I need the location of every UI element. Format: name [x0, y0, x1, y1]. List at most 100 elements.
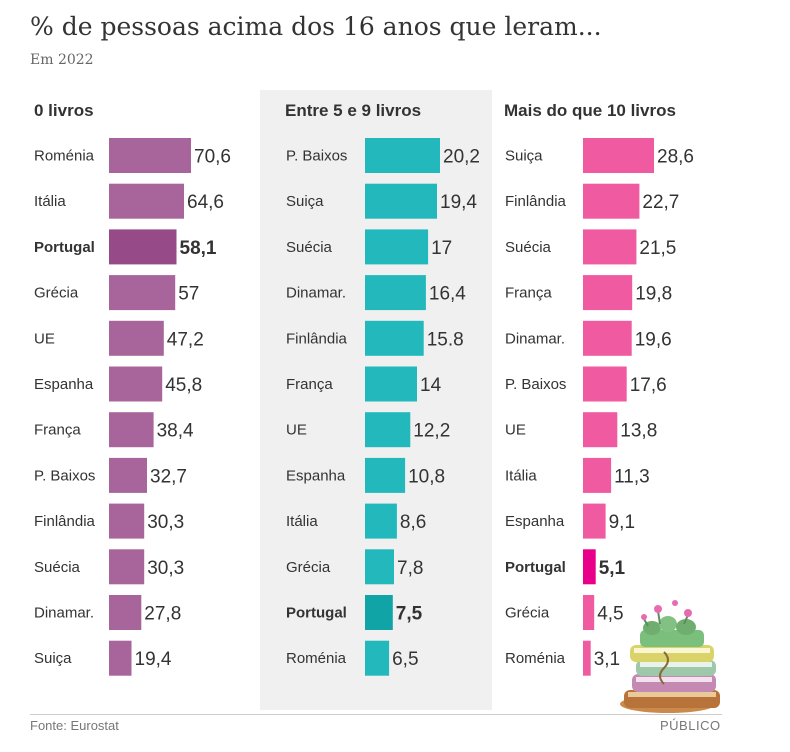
value-label-0-livros: 64,6: [187, 192, 224, 213]
category-label-10-livros: Suécia: [505, 239, 552, 256]
publisher-logo: PÚBLICO: [660, 718, 721, 733]
category-label-10-livros: Roménia: [505, 650, 566, 667]
value-label-5-9-livros: 7,8: [397, 558, 423, 579]
category-label-10-livros: Portugal: [505, 559, 566, 576]
bar-5-9-livros: [365, 366, 417, 402]
value-label-10-livros: 19,8: [635, 284, 672, 305]
value-label-10-livros: 17,6: [630, 375, 667, 396]
category-label-10-livros: Suiça: [505, 148, 543, 165]
bar-5-9-livros: [365, 595, 393, 630]
bar-10-livros: [583, 457, 612, 493]
value-label-10-livros: 4,5: [597, 604, 623, 625]
bar-5-9-livros: [365, 457, 406, 493]
value-label-0-livros: 47,2: [167, 329, 204, 350]
value-label-0-livros: 57: [178, 284, 199, 305]
bar-10-livros: [583, 138, 654, 173]
category-label-0-livros: Grécia: [34, 285, 79, 302]
bar-10-livros: [583, 412, 618, 448]
value-label-5-9-livros: 20,2: [443, 147, 480, 168]
category-label-10-livros: Dinamar.: [505, 330, 565, 347]
category-label-0-livros: Roménia: [34, 148, 95, 165]
chart-title: % de pessoas acima dos 16 anos que leram…: [30, 12, 602, 41]
category-label-0-livros: Finlândia: [34, 513, 96, 530]
value-label-0-livros: 45,8: [165, 375, 202, 396]
bar-0-livros: [109, 275, 176, 311]
bar-5-9-livros: [365, 412, 411, 448]
value-label-5-9-livros: 10,8: [408, 466, 445, 487]
category-label-0-livros: Suécia: [34, 559, 81, 576]
category-label-0-livros: Dinamar.: [34, 605, 94, 622]
value-label-10-livros: 19,6: [635, 329, 672, 350]
bar-0-livros: [109, 412, 154, 448]
value-label-5-9-livros: 8,6: [400, 512, 426, 533]
value-label-0-livros: 30,3: [147, 512, 184, 533]
category-label-0-livros: Suiça: [34, 650, 72, 667]
bar-5-9-livros: [365, 503, 397, 539]
category-label-10-livros: Espanha: [505, 513, 565, 530]
bar-5-9-livros: [365, 138, 440, 173]
bar-5-9-livros: [365, 320, 424, 356]
value-label-5-9-livros: 17: [431, 238, 452, 259]
bar-10-livros: [583, 595, 595, 630]
category-label-0-livros: P. Baixos: [34, 467, 95, 484]
chart-subtitle: Em 2022: [30, 52, 94, 68]
bar-10-livros: [583, 640, 591, 676]
source-note: Fonte: Eurostat: [30, 718, 119, 733]
bar-0-livros: [109, 366, 163, 402]
bar-5-9-livros: [365, 549, 394, 585]
bar-5-9-livros: [365, 640, 390, 676]
category-label-5-9-livros: Dinamar.: [286, 285, 346, 302]
category-label-0-livros: Espanha: [34, 376, 94, 393]
category-label-0-livros: França: [34, 422, 81, 439]
category-label-5-9-livros: Itália: [286, 513, 318, 530]
panel-title-10-livros: Mais do que 10 livros: [504, 101, 676, 120]
value-label-0-livros: 30,3: [147, 558, 184, 579]
category-label-5-9-livros: Finlândia: [286, 330, 348, 347]
bar-0-livros: [109, 320, 164, 356]
value-label-0-livros: 32,7: [150, 466, 187, 487]
bar-0-livros: [109, 595, 142, 630]
value-label-10-livros: 21,5: [639, 238, 676, 259]
bar-10-livros: [583, 549, 596, 585]
bar-0-livros: [109, 503, 145, 539]
bar-5-9-livros: [365, 183, 437, 219]
category-label-10-livros: UE: [505, 422, 526, 439]
value-label-0-livros: 38,4: [157, 421, 194, 442]
bar-5-9-livros: [365, 229, 429, 265]
category-label-5-9-livros: Espanha: [286, 467, 346, 484]
category-label-5-9-livros: Roménia: [286, 650, 347, 667]
value-label-0-livros: 27,8: [144, 604, 181, 625]
bar-5-9-livros: [365, 275, 426, 311]
category-label-0-livros: UE: [34, 330, 55, 347]
value-label-10-livros: 5,1: [599, 558, 626, 579]
panel-title-5-9-livros: Entre 5 e 9 livros: [285, 101, 422, 120]
bar-10-livros: [583, 366, 627, 402]
category-label-10-livros: Finlândia: [505, 193, 567, 210]
bar-10-livros: [583, 320, 632, 356]
value-label-10-livros: 3,1: [594, 649, 620, 670]
bar-10-livros: [583, 503, 606, 539]
bar-10-livros: [583, 275, 633, 311]
bar-0-livros: [109, 457, 147, 493]
value-label-5-9-livros: 15.8: [427, 329, 464, 350]
value-label-10-livros: 9,1: [609, 512, 635, 533]
bar-0-livros: [109, 640, 132, 676]
bar-10-livros: [583, 229, 637, 265]
category-label-10-livros: França: [505, 285, 552, 302]
value-label-0-livros: 70,6: [194, 147, 231, 168]
footer-divider: [30, 714, 722, 715]
category-label-5-9-livros: P. Baixos: [286, 148, 347, 165]
category-label-10-livros: Itália: [505, 467, 537, 484]
bar-0-livros: [109, 229, 177, 265]
category-label-5-9-livros: Portugal: [286, 605, 347, 622]
value-label-5-9-livros: 12,2: [413, 421, 450, 442]
category-label-5-9-livros: Suécia: [286, 239, 333, 256]
category-label-5-9-livros: UE: [286, 422, 307, 439]
value-label-10-livros: 22,7: [642, 192, 679, 213]
value-label-5-9-livros: 19,4: [440, 192, 477, 213]
value-label-5-9-livros: 14: [420, 375, 442, 396]
bar-0-livros: [109, 549, 145, 585]
category-label-10-livros: Grécia: [505, 605, 550, 622]
